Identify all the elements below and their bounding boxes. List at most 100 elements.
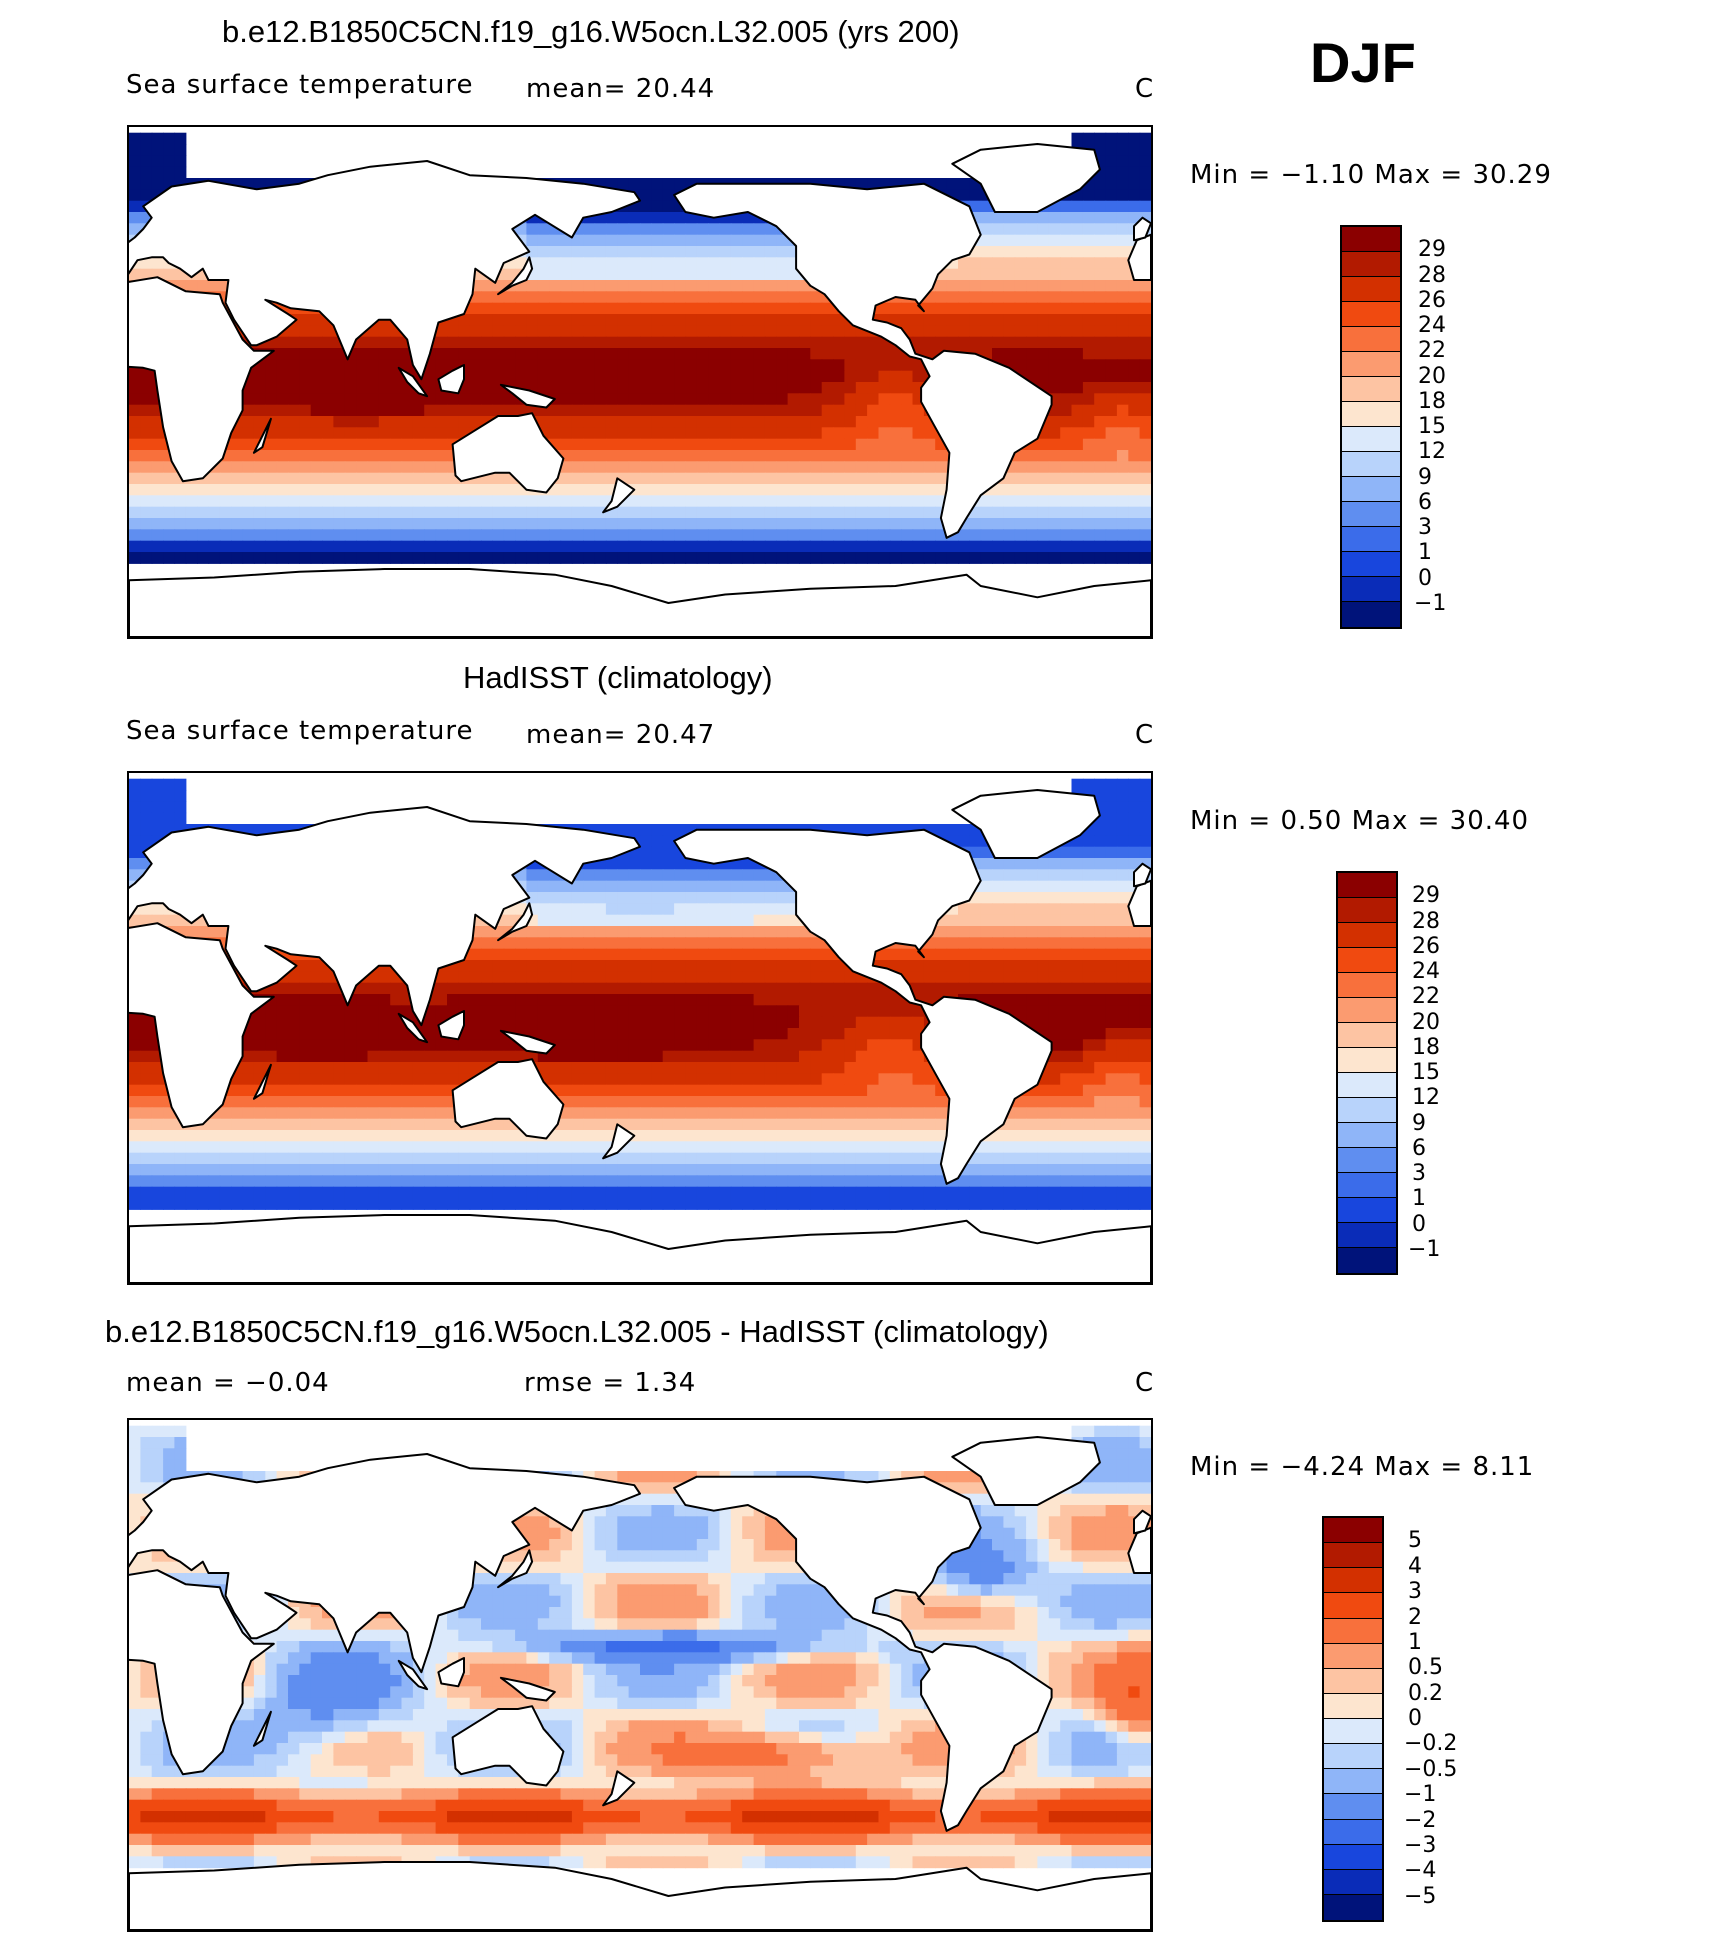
- grid-cell: [992, 529, 1004, 542]
- grid-cell: [481, 382, 493, 394]
- grid-cell: [1116, 427, 1129, 440]
- grid-cell: [776, 994, 789, 1006]
- grid-cell: [424, 506, 437, 519]
- grid-cell: [1139, 1016, 1151, 1029]
- grid-cell: [651, 178, 664, 190]
- grid-cell: [605, 994, 618, 1006]
- grid-cell: [288, 1039, 300, 1052]
- grid-cell: [696, 926, 709, 938]
- grid-cell: [435, 393, 448, 406]
- grid-cell: [662, 450, 675, 462]
- grid-cell: [855, 416, 868, 428]
- grid-cell: [412, 472, 425, 485]
- grid-cell: [1105, 246, 1118, 258]
- grid-cell: [628, 348, 641, 360]
- grid-cell: [1037, 484, 1050, 496]
- grid-cell: [753, 461, 766, 474]
- grid-cell: [1026, 540, 1039, 553]
- grid-cell: [481, 495, 493, 508]
- grid-cell: [674, 858, 687, 870]
- grid-cell: [1003, 982, 1016, 995]
- grid-cell: [583, 450, 596, 462]
- grid-cell: [821, 336, 834, 349]
- grid-cell: [310, 529, 323, 542]
- grid-cell: [549, 427, 562, 440]
- grid-cell: [560, 1028, 573, 1040]
- grid-cell: [571, 971, 584, 984]
- grid-cell: [1128, 404, 1141, 417]
- grid-cell: [719, 484, 732, 496]
- grid-cell: [367, 336, 380, 349]
- grid-cell: [1116, 280, 1129, 292]
- grid-cell: [526, 869, 539, 882]
- grid-cell: [617, 416, 630, 428]
- grid-cell: [628, 280, 641, 292]
- grid-cell: [447, 540, 459, 553]
- grid-cell: [923, 302, 936, 315]
- grid-cell: [719, 892, 732, 904]
- grid-cell: [969, 325, 982, 338]
- grid-cell: [1082, 314, 1095, 326]
- grid-cell: [1128, 359, 1141, 372]
- grid-cell: [253, 427, 266, 440]
- grid-cell: [867, 404, 880, 417]
- grid-cell: [276, 359, 289, 372]
- grid-cell: [356, 495, 369, 508]
- grid-cell: [537, 518, 550, 530]
- grid-cell: [1003, 495, 1016, 508]
- grid-cell: [878, 404, 891, 417]
- grid-cell: [651, 314, 664, 326]
- grid-cell: [583, 404, 596, 417]
- grid-cell: [1128, 960, 1141, 972]
- grid-cell: [1003, 314, 1016, 326]
- grid-cell: [1128, 994, 1141, 1006]
- grid-cell: [810, 314, 823, 326]
- grid-cell: [969, 314, 982, 326]
- colorbar-segment: [1342, 327, 1400, 352]
- grid-cell: [549, 971, 562, 984]
- grid-cell: [401, 518, 414, 530]
- grid-cell: [299, 461, 312, 474]
- grid-cell: [764, 552, 777, 564]
- grid-cell: [447, 529, 459, 542]
- grid-cell: [776, 518, 789, 530]
- grid-cell: [674, 552, 687, 564]
- grid-cell: [594, 1039, 607, 1052]
- grid-cell: [571, 982, 584, 995]
- grid-cell: [662, 1039, 675, 1052]
- grid-cell: [447, 960, 459, 972]
- grid-cell: [1139, 212, 1151, 224]
- grid-cell: [1048, 926, 1061, 938]
- grid-cell: [571, 1028, 584, 1040]
- grid-cell: [958, 189, 970, 202]
- grid-cell: [889, 302, 902, 315]
- grid-cell: [1094, 132, 1107, 145]
- grid-cell: [401, 540, 414, 553]
- grid-cell: [912, 1016, 925, 1029]
- grid-cell: [833, 472, 845, 485]
- grid-cell: [1060, 506, 1073, 519]
- grid-cell: [1082, 178, 1095, 190]
- grid-cell: [129, 472, 141, 485]
- grid-cell: [844, 495, 857, 508]
- grid-cell: [753, 552, 766, 564]
- grid-cell: [753, 506, 766, 519]
- grid-cell: [367, 1016, 380, 1029]
- grid-cell: [1048, 314, 1061, 326]
- grid-cell: [1037, 438, 1050, 451]
- grid-cell: [742, 1005, 755, 1018]
- grid-cell: [821, 370, 834, 383]
- grid-cell: [503, 552, 516, 564]
- grid-cell: [1139, 461, 1151, 474]
- grid-cell: [1116, 529, 1129, 542]
- grid-cell: [946, 302, 959, 315]
- grid-cell: [787, 1016, 800, 1029]
- grid-cell: [889, 1039, 902, 1052]
- grid-cell: [776, 960, 789, 972]
- grid-cell: [1060, 971, 1073, 984]
- colorbar-segment: [1342, 252, 1400, 277]
- grid-cell: [1071, 518, 1084, 530]
- grid-cell: [662, 257, 675, 270]
- grid-cell: [696, 540, 709, 553]
- grid-cell: [253, 529, 266, 542]
